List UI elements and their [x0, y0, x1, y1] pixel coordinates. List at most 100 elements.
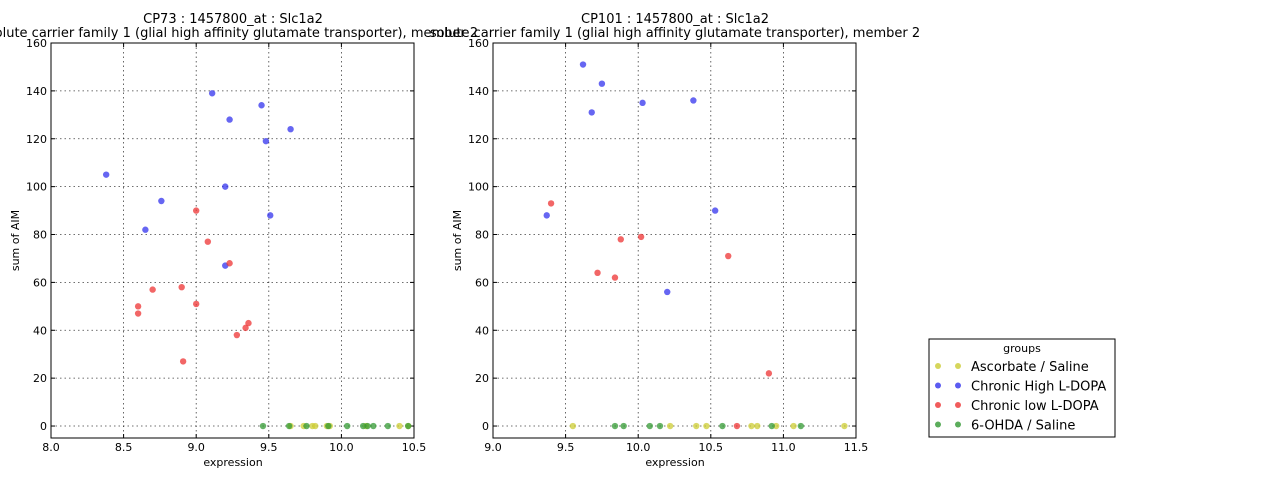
legend: groups Ascorbate / Saline Chronic High L-… — [928, 338, 1116, 438]
series-4 — [259, 422, 412, 430]
y-tick-label: 40 — [33, 324, 47, 337]
x-tick-label: 10.0 — [626, 441, 651, 454]
data-point — [656, 422, 664, 430]
legend-marker — [935, 402, 941, 408]
y-tick-label: 20 — [475, 372, 489, 385]
chart-title: CP101 : 1457800_at : Slc1a2 — [581, 12, 769, 27]
data-point — [178, 283, 185, 291]
data-point — [285, 422, 293, 430]
data-point — [396, 422, 403, 430]
x-axis-label: expression — [645, 456, 704, 469]
data-point — [262, 137, 270, 145]
data-point — [384, 422, 392, 430]
data-point — [226, 116, 233, 123]
x-tick-label: 10.0 — [329, 441, 354, 454]
data-point — [233, 331, 241, 339]
series-1 — [569, 422, 848, 430]
data-point — [204, 238, 212, 245]
data-point — [242, 324, 249, 332]
data-point — [370, 422, 377, 430]
data-point — [594, 269, 601, 277]
series-3 — [547, 200, 773, 430]
x-tick-label: 8.0 — [42, 441, 60, 454]
data-point — [797, 422, 805, 430]
series-2 — [102, 90, 294, 269]
data-point — [765, 370, 773, 377]
y-tick-label: 60 — [33, 276, 47, 289]
x-tick-label: 10.5 — [699, 441, 724, 454]
data-point — [344, 422, 351, 430]
y-tick-label: 160 — [468, 37, 489, 50]
x-tick-label: 11.5 — [844, 441, 869, 454]
data-point — [134, 310, 142, 317]
data-point — [637, 233, 645, 241]
y-tick-label: 20 — [33, 372, 47, 385]
x-tick-label: 9.5 — [260, 441, 278, 454]
data-point — [690, 97, 697, 104]
x-tick-label: 9.0 — [187, 441, 205, 454]
legend-marker — [935, 382, 941, 389]
series-2 — [543, 61, 719, 296]
data-point — [588, 109, 595, 116]
data-point — [733, 422, 741, 430]
data-point — [312, 422, 319, 430]
data-point — [841, 422, 848, 430]
series-3 — [134, 207, 252, 365]
y-tick-label: 120 — [26, 133, 47, 146]
legend-item: Ascorbate / Saline — [935, 360, 1089, 375]
data-point — [754, 422, 761, 430]
data-point — [693, 422, 700, 430]
x-axis-label: expression — [203, 456, 262, 469]
data-point — [179, 358, 187, 365]
x-tick-label: 9.0 — [484, 441, 502, 454]
data-point — [287, 125, 294, 133]
legend-marker — [955, 421, 961, 428]
data-point — [134, 303, 142, 310]
y-axis-label: sum of AIM — [451, 210, 464, 271]
data-point — [664, 288, 671, 296]
y-tick-label: 0 — [40, 420, 47, 433]
y-tick-label: 40 — [475, 324, 489, 337]
x-tick-label: 11.0 — [771, 441, 796, 454]
data-point — [193, 300, 200, 308]
data-point — [364, 422, 371, 430]
y-tick-label: 80 — [33, 229, 47, 242]
data-point — [611, 422, 619, 430]
legend-label: Ascorbate / Saline — [971, 360, 1089, 375]
data-point — [158, 197, 165, 205]
y-tick-label: 160 — [26, 37, 47, 50]
data-point — [768, 422, 775, 430]
data-point — [620, 422, 627, 430]
series-4 — [611, 422, 805, 430]
data-point — [719, 422, 726, 430]
data-point — [666, 422, 674, 430]
data-point — [193, 207, 200, 214]
data-point — [258, 102, 265, 109]
legend-marker — [955, 402, 961, 408]
data-point — [303, 422, 310, 430]
legend-item: 6-OHDA / Saline — [935, 419, 1075, 434]
data-point — [611, 274, 619, 281]
y-tick-label: 60 — [475, 276, 489, 289]
data-point — [245, 319, 252, 327]
x-tick-label: 10.5 — [402, 441, 427, 454]
data-point — [579, 61, 587, 68]
y-tick-label: 120 — [468, 133, 489, 146]
data-point — [267, 212, 274, 219]
x-tick-label: 8.5 — [115, 441, 133, 454]
data-point — [226, 260, 233, 267]
legend-marker — [955, 363, 961, 369]
plot-area — [51, 43, 414, 438]
data-point — [102, 171, 110, 178]
data-point — [404, 422, 412, 430]
y-tick-label: 100 — [468, 181, 489, 194]
data-point — [208, 90, 216, 97]
legend-items: Ascorbate / Saline Chronic High L-DOPA Chr… — [935, 360, 1106, 434]
data-point — [617, 236, 624, 243]
legend-marker — [935, 363, 941, 369]
data-point — [325, 422, 332, 430]
data-point — [142, 226, 149, 233]
